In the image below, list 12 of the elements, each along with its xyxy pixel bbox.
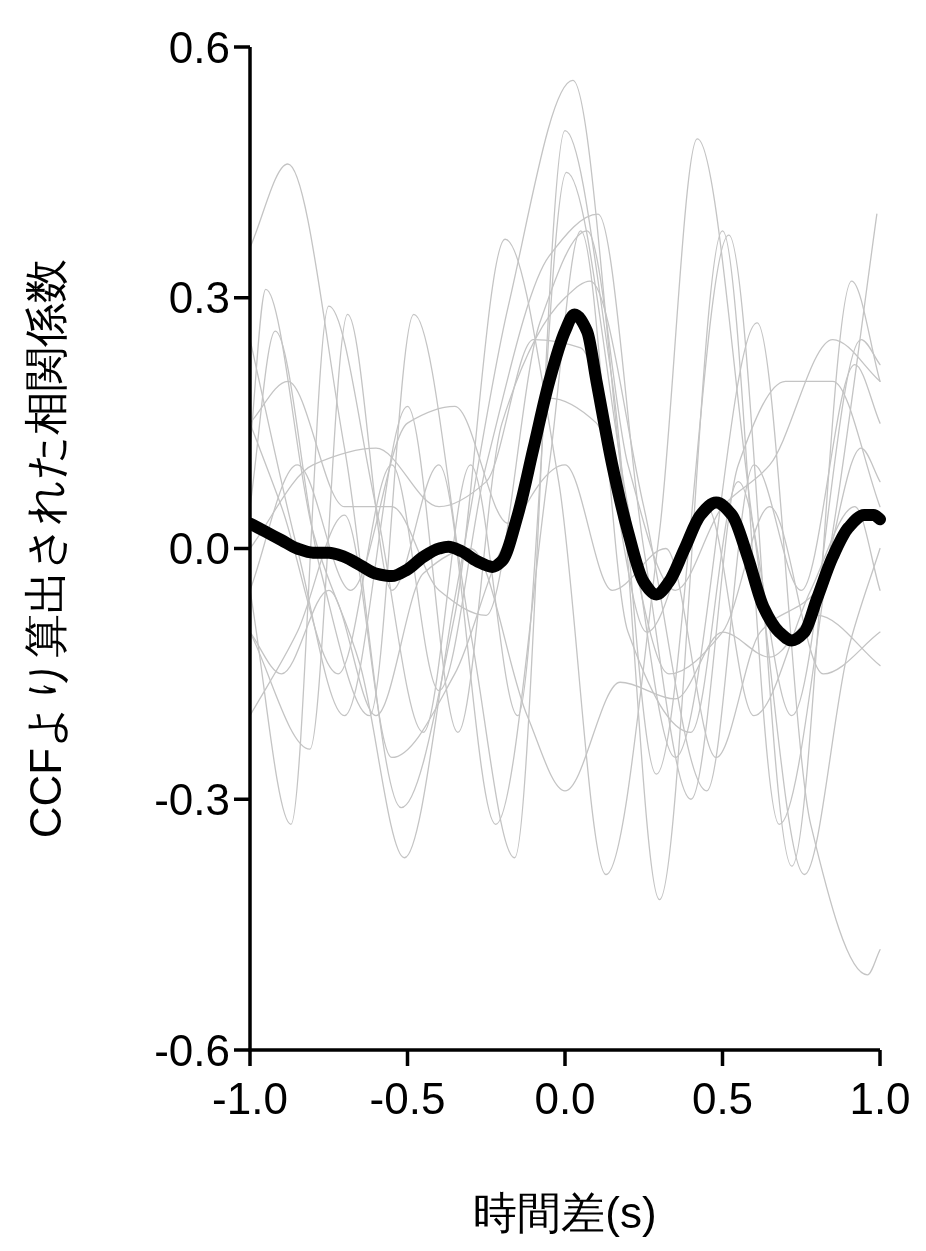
x-tick-label: 0.0: [534, 1074, 596, 1123]
y-tick-label: -0.6: [154, 1025, 230, 1075]
x-axis-title: 時間差(s): [473, 1188, 657, 1237]
x-tick-label: 1.0: [849, 1074, 911, 1123]
x-tick-label: 0.5: [691, 1074, 754, 1123]
y-axis-title: CCFより算出された相関係数: [20, 258, 70, 839]
y-tick-label: 0.0: [168, 524, 230, 573]
y-tick-label: 0.3: [168, 273, 230, 323]
x-tick-label: -1.0: [212, 1074, 288, 1123]
y-tick-label: 0.6: [168, 22, 230, 72]
x-tick-label: -0.5: [369, 1074, 446, 1123]
y-tick-label: -0.3: [154, 774, 230, 824]
